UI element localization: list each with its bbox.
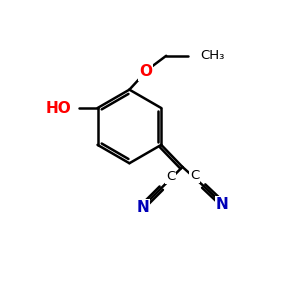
Text: O: O xyxy=(139,64,152,80)
Text: C: C xyxy=(166,169,175,183)
Text: N: N xyxy=(136,200,149,215)
Text: N: N xyxy=(216,197,229,212)
Text: HO: HO xyxy=(45,100,71,116)
Text: CH₃: CH₃ xyxy=(200,49,224,62)
Text: C: C xyxy=(190,169,199,182)
